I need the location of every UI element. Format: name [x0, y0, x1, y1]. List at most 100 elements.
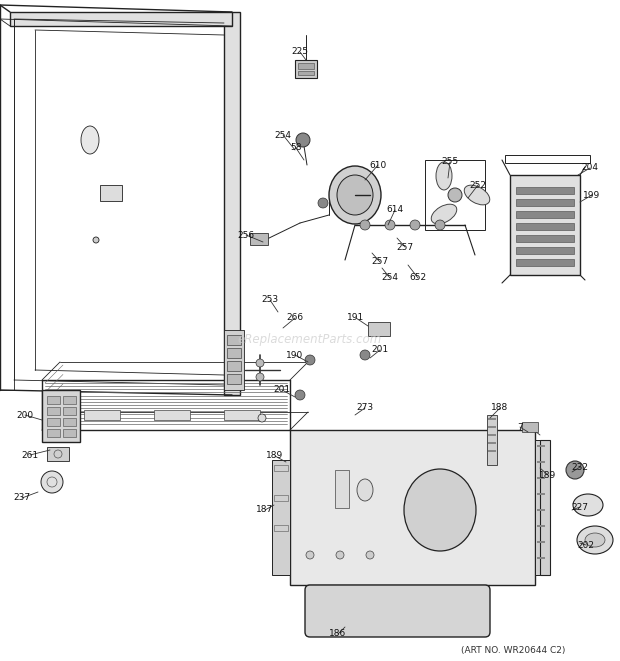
Circle shape — [318, 198, 328, 208]
Bar — [537, 541, 545, 543]
Bar — [516, 199, 574, 206]
Bar — [47, 429, 60, 437]
Circle shape — [296, 133, 310, 147]
Ellipse shape — [436, 162, 452, 190]
Bar — [537, 525, 545, 527]
Text: 256: 256 — [237, 231, 255, 239]
Bar — [63, 407, 76, 415]
Text: 189: 189 — [267, 451, 283, 461]
Bar — [47, 407, 60, 415]
Bar — [537, 477, 545, 479]
Bar — [537, 461, 545, 463]
Text: 652: 652 — [409, 274, 427, 282]
Circle shape — [305, 355, 315, 365]
Circle shape — [93, 237, 99, 243]
Circle shape — [306, 551, 314, 559]
Text: 253: 253 — [262, 295, 278, 305]
Bar — [488, 442, 496, 444]
Bar — [505, 155, 590, 163]
Ellipse shape — [329, 166, 381, 224]
Text: 227: 227 — [572, 502, 588, 512]
Bar — [290, 430, 535, 585]
Circle shape — [258, 414, 266, 422]
Text: 254: 254 — [275, 130, 291, 139]
Bar — [227, 374, 241, 384]
Bar — [537, 493, 545, 495]
Bar — [224, 12, 240, 395]
Text: 58: 58 — [290, 143, 302, 153]
Ellipse shape — [81, 126, 99, 154]
Text: 204: 204 — [582, 163, 598, 173]
Ellipse shape — [404, 469, 476, 551]
Text: eReplacementParts.com: eReplacementParts.com — [238, 334, 382, 346]
Ellipse shape — [464, 185, 490, 205]
Text: 202: 202 — [577, 541, 595, 549]
Bar — [227, 348, 241, 358]
Circle shape — [41, 471, 63, 493]
Bar — [516, 259, 574, 266]
Text: 187: 187 — [257, 506, 273, 514]
Text: 257: 257 — [371, 258, 389, 266]
Text: 252: 252 — [469, 180, 487, 190]
Text: 188: 188 — [492, 403, 508, 412]
Bar — [516, 187, 574, 194]
Text: 201: 201 — [371, 346, 389, 354]
Circle shape — [385, 220, 395, 230]
Bar — [10, 12, 232, 26]
Bar — [516, 211, 574, 218]
Text: 273: 273 — [356, 403, 374, 412]
Circle shape — [336, 551, 344, 559]
Ellipse shape — [573, 494, 603, 516]
Bar — [488, 450, 496, 452]
Text: 255: 255 — [441, 157, 459, 167]
Bar — [47, 447, 69, 461]
Circle shape — [366, 551, 374, 559]
Ellipse shape — [585, 533, 605, 547]
Text: 266: 266 — [286, 313, 304, 323]
Circle shape — [256, 359, 264, 367]
Bar — [487, 415, 497, 465]
Bar — [488, 426, 496, 428]
Text: 199: 199 — [583, 190, 601, 200]
Circle shape — [410, 220, 420, 230]
Bar — [154, 410, 190, 420]
Text: 190: 190 — [286, 350, 304, 360]
Text: 614: 614 — [386, 206, 404, 215]
Bar — [537, 509, 545, 511]
Text: 237: 237 — [14, 494, 30, 502]
Bar — [224, 330, 244, 390]
Text: 225: 225 — [291, 48, 309, 56]
Circle shape — [435, 220, 445, 230]
Bar — [227, 361, 241, 371]
Text: 7: 7 — [517, 422, 523, 432]
Bar — [298, 63, 314, 69]
Bar — [84, 410, 120, 420]
Circle shape — [360, 220, 370, 230]
Text: 610: 610 — [370, 161, 387, 169]
Bar — [522, 422, 538, 432]
Bar — [47, 418, 60, 426]
Text: 201: 201 — [273, 385, 291, 395]
Text: 232: 232 — [572, 463, 588, 471]
Circle shape — [360, 350, 370, 360]
Bar — [42, 390, 80, 442]
Circle shape — [256, 373, 264, 381]
Bar — [63, 396, 76, 404]
Bar — [425, 160, 485, 230]
Text: (ART NO. WR20644 C2): (ART NO. WR20644 C2) — [461, 646, 565, 654]
Bar — [100, 185, 122, 201]
Bar — [272, 460, 290, 575]
Text: 191: 191 — [347, 313, 365, 323]
Bar — [535, 440, 547, 575]
Bar — [510, 175, 580, 275]
Bar — [274, 495, 288, 501]
Bar — [274, 465, 288, 471]
Bar — [298, 71, 314, 75]
Bar — [227, 335, 241, 345]
FancyBboxPatch shape — [305, 585, 490, 637]
Text: 189: 189 — [539, 471, 557, 479]
Text: 254: 254 — [381, 274, 399, 282]
Bar — [516, 235, 574, 242]
Ellipse shape — [357, 479, 373, 501]
Ellipse shape — [577, 526, 613, 554]
